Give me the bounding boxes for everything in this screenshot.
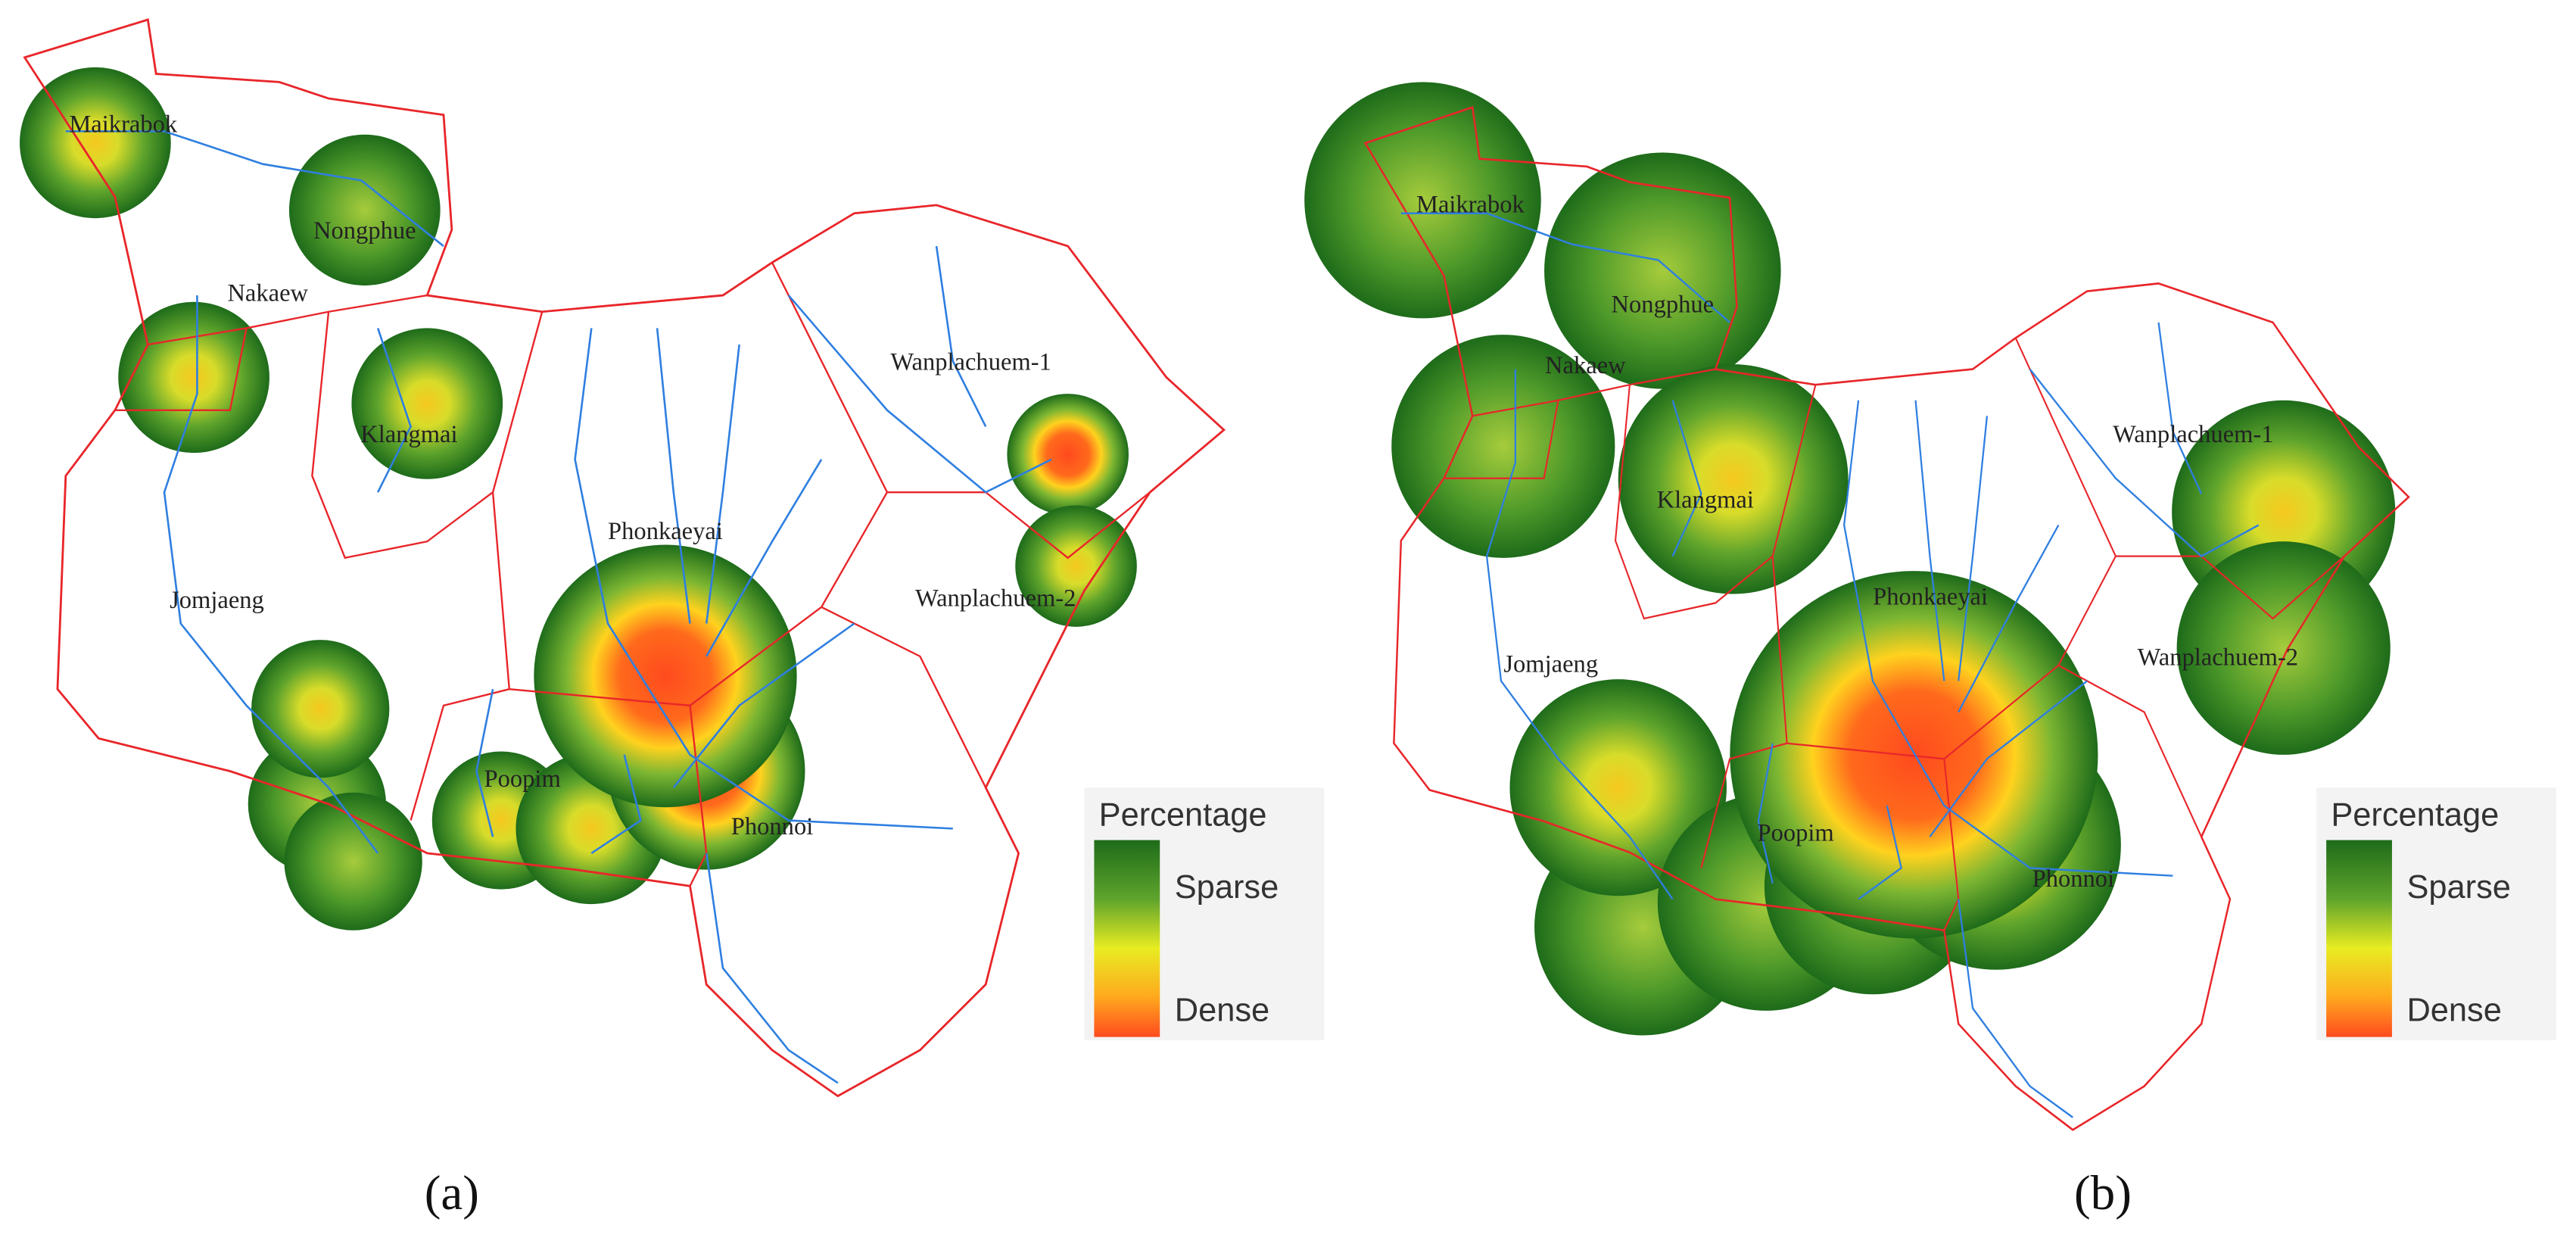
panel-a-heat [20,67,1137,931]
panel-label: (b) [2074,1166,2132,1221]
place-label: Poopim [484,765,561,793]
place-label: Phonnoi [731,813,814,840]
legend-ramp [2326,840,2392,1037]
legend-title: Percentage [1099,797,1267,834]
place-label: Maikrabok [69,111,178,138]
panel-label: (a) [425,1166,479,1221]
place-label: Klangmai [1657,487,1754,514]
place-label: Wanplachuem-1 [890,349,1051,376]
legend-bottom: Dense [1175,993,1269,1029]
place-label: Jomjaeng [1503,650,1598,678]
place-label: Phonkaeyai [1873,583,1988,610]
panel-b-heat [1304,82,2396,1036]
place-label: Phonkaeyai [608,518,723,545]
place-label: Klangmai [360,421,457,448]
place-label: Phonnoi [2032,865,2115,893]
place-label: Nakaew [227,280,308,307]
annotations: Maikrabok Nongphue Nakaew Klangmai Wanplachu… [69,111,2556,1221]
legend-bottom: Dense [2406,993,2501,1029]
legend-title: Percentage [2331,797,2499,834]
place-label: Wanplachuem-2 [915,585,1076,613]
legend-top: Sparse [2406,869,2510,906]
place-label: Poopim [1757,820,1833,847]
place-label: Wanplachuem-1 [2113,421,2273,448]
place-label: Nongphue [1612,291,1715,319]
place-label: Nakaew [1545,352,1626,379]
place-label: Nongphue [313,217,416,245]
place-label: Jomjaeng [170,587,264,614]
legend-ramp [1094,840,1160,1037]
place-label: Maikrabok [1416,192,1525,219]
place-label: Wanplachuem-2 [2138,644,2298,672]
legend-top: Sparse [1175,869,1279,906]
